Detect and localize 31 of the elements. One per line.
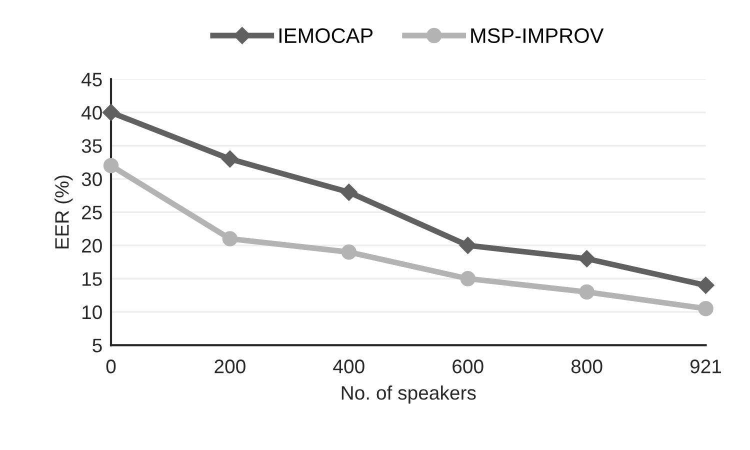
point [341,244,357,260]
x-axis-title: No. of speakers [342,386,476,404]
point [459,236,476,254]
point [698,300,714,316]
x-tick-label: 921 [690,360,722,374]
point [578,250,596,268]
y-tick-label: 35 [82,139,102,153]
y-tick-label: 25 [82,206,102,220]
y-tick-label: 15 [82,272,102,286]
x-tick-label: 400 [333,360,364,374]
y-tick-label: 45 [81,72,102,86]
y-axis-title: EER (%) [54,176,73,248]
point [697,276,714,294]
x-tick-label: 800 [571,360,602,374]
point [222,231,238,246]
point [102,104,120,121]
x-tick-label: 0 [106,360,116,374]
point [103,158,119,174]
point [579,284,594,300]
legend-label: MSP-IMPROV [471,28,604,44]
y-tick-label: 30 [82,172,102,186]
legend-label: IEMOCAP [280,28,373,44]
y-tick-label: 40 [81,106,102,120]
point [221,150,238,168]
point [340,184,358,201]
x-tick-label: 600 [452,360,484,374]
y-tick-label: 10 [82,305,102,320]
point [460,271,476,286]
x-tick-label: 200 [214,360,246,374]
y-tick-label: 20 [82,238,102,253]
y-tick-label: 5 [92,338,102,352]
